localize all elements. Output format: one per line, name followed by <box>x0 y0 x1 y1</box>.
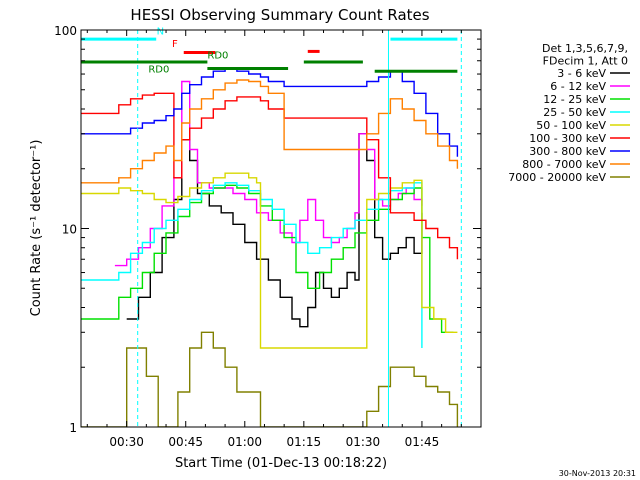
series-line-8 <box>81 79 459 184</box>
flag-label-flare: F <box>172 39 178 50</box>
legend-label: 100 - 300 keV <box>529 132 606 145</box>
y-tick-label: 10 <box>62 223 77 237</box>
x-axis-label: Start Time (01-Dec-13 00:18:22) <box>175 456 387 471</box>
legend-label: 300 - 800 keV <box>529 145 606 158</box>
plot-series-layer <box>81 67 459 427</box>
series-line-7 <box>81 67 459 157</box>
x-tick-label: 01:00 <box>227 435 262 449</box>
legend-label: 6 - 12 keV <box>550 80 606 93</box>
x-tick-label: 00:45 <box>168 435 203 449</box>
series-line-6 <box>81 92 459 260</box>
series-line-5 <box>81 172 458 349</box>
flag-layer: NF RD0 RD0 <box>81 26 462 427</box>
x-tick-label: 00:30 <box>109 435 144 449</box>
y-axis: 1 10 100 <box>54 24 481 435</box>
legend-label: 25 - 50 keV <box>543 106 606 119</box>
x-tick-label: 01:45 <box>405 435 440 449</box>
flag-label-rd0-a: RD0 <box>148 65 169 76</box>
flag-label-night: N <box>157 26 164 37</box>
y-axis-label: Count Rate (s⁻¹ detector⁻¹) <box>29 140 44 317</box>
chart-title: HESSI Observing Summary Count Rates <box>130 6 429 24</box>
footer-timestamp: 30-Nov-2013 20:31 <box>559 469 636 478</box>
legend-label: 800 - 7000 keV <box>522 158 606 171</box>
flag-label-rd0-b: RD0 <box>207 50 228 61</box>
legend-label: 12 - 25 keV <box>543 93 606 106</box>
legend-label: 50 - 100 keV <box>536 119 606 132</box>
legend-header-line: FDecim 1, Att 0 <box>543 55 628 68</box>
legend: Det 1,3,5,6,7,9,FDecim 1, Att 03 - 6 keV… <box>508 42 630 184</box>
x-tick-label: 01:15 <box>287 435 322 449</box>
x-axis: 00:30 00:45 01:00 01:15 01:30 01:45 <box>86 30 462 449</box>
legend-header-line: Det 1,3,5,6,7,9, <box>542 42 628 55</box>
y-tick-label: 1 <box>69 421 77 435</box>
series-line-9 <box>81 331 459 427</box>
legend-label: 3 - 6 keV <box>557 67 606 80</box>
x-tick-label: 01:30 <box>346 435 381 449</box>
series-line-4 <box>81 182 423 348</box>
y-tick-label: 100 <box>54 24 77 38</box>
legend-label: 7000 - 20000 keV <box>508 171 606 184</box>
